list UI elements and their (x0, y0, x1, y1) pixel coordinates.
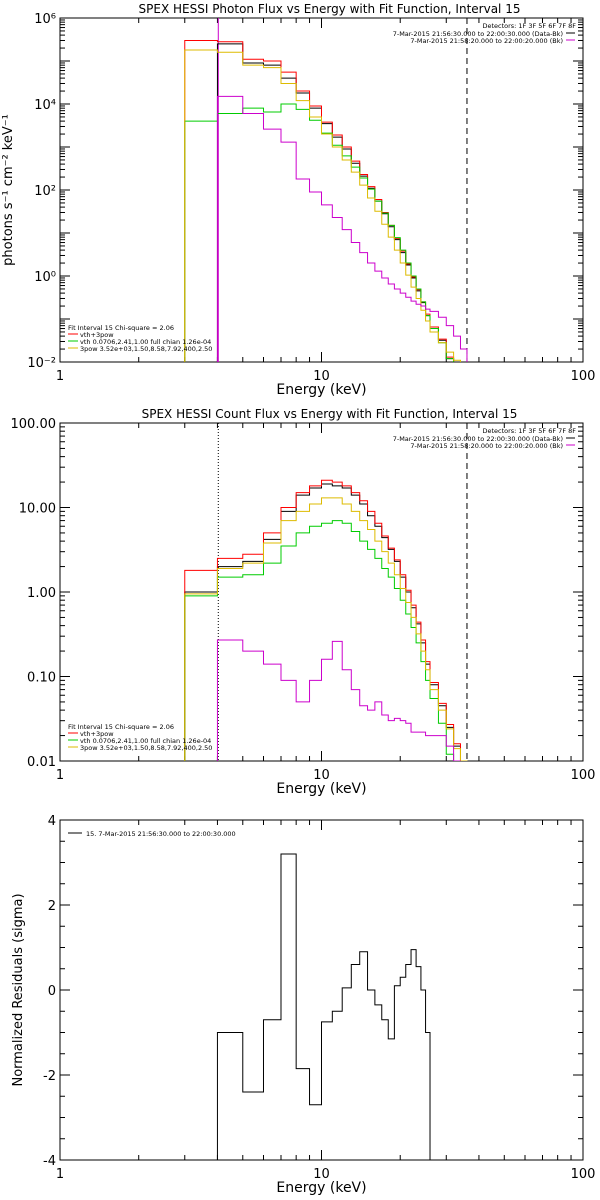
y-tick-label: -4 (43, 1154, 56, 1169)
legend-header: Fit Interval 15 Chi-square = 2.06 (68, 324, 174, 332)
legend-header: Detectors: 1F 3F 5F 6F 7F 8F (482, 427, 576, 435)
chart-panel-2: 1 10 100 0.01 0.10 1.00 10.00 100.00 SPEX HESSI … (11, 407, 596, 797)
series-line-5 (216, 639, 461, 761)
y-tick-label: 10⁶ (34, 12, 56, 27)
legend-entry: vth 0.0706,2.41,1.00 full chian 1.26e-04 (80, 338, 211, 346)
x-tick-label: 100 (571, 768, 596, 783)
y-tick-label: 10.00 (19, 502, 56, 517)
plot-frame (59, 17, 584, 363)
plot-frame (59, 819, 584, 1161)
legend-entry: 3pow 3.52e+03,1.50,8.58,7.92,400,2.50 (80, 744, 212, 752)
x-axis-label: Energy (keV) (276, 382, 366, 398)
legend-entry: vth+3pow (80, 730, 114, 738)
series-line-1 (216, 43, 455, 362)
y-tick-label: 2 (48, 899, 56, 914)
plot-frame (59, 422, 584, 762)
series-line-3 (184, 520, 455, 761)
series-group (184, 479, 468, 761)
x-tick-label: 1 (56, 369, 64, 384)
chart-panel-3: 1 10 100 -4 -2 0 2 4 Energy (keV) Normalized Resi… (11, 814, 595, 1196)
series-line-3 (184, 103, 455, 362)
series-line-2 (184, 39, 455, 362)
y-tick-label: 0 (48, 984, 56, 999)
legend-entry: vth+3pow (80, 331, 114, 339)
x-tick-label: 1 (56, 1167, 64, 1182)
legend-entry: 15. 7-Mar-2015 21:56:30.000 to 22:00:30.… (86, 830, 236, 838)
y-tick-label: -2 (43, 1069, 56, 1084)
legend-entry: 7-Mar-2015 21:56:30.000 to 22:00:30.000 … (393, 435, 563, 443)
series-line-2 (184, 479, 461, 761)
legend-entry: vth 0.0706,2.41,1.00 full chian 1.26e-04 (80, 737, 211, 745)
y-tick-label: 10⁰ (34, 270, 56, 285)
x-tick-label: 10 (313, 369, 330, 384)
legend-entry: 7-Mar-2015 21:58:20.000 to 22:00:20.000 … (410, 442, 563, 450)
y-tick-label: 10² (34, 184, 56, 199)
y-tick-label: 100.00 (11, 417, 57, 432)
y-axis-label: photons s⁻¹ cm⁻² keV⁻¹ (1, 114, 16, 266)
y-tick-label: 10⁴ (34, 98, 56, 113)
series-group (184, 39, 468, 362)
series-line-1 (184, 483, 461, 761)
x-tick-label: 100 (571, 1167, 596, 1182)
chart-title: SPEX HESSI Count Flux vs Energy with Fit… (142, 407, 518, 421)
x-tick-label: 10 (313, 768, 330, 783)
series-line-1 (216, 853, 431, 1160)
y-tick-label: 10⁻² (27, 356, 56, 371)
x-tick-label: 1 (56, 768, 64, 783)
x-axis-label: Energy (keV) (276, 781, 366, 797)
legend-header: Detectors: 1F 3F 5F 6F 7F 8F (482, 22, 576, 30)
legend-entry: 3pow 3.52e+03,1.50,8.58,7.92,400,2.50 (80, 345, 212, 353)
series-line-4 (184, 497, 468, 761)
chart-title: SPEX HESSI Photon Flux vs Energy with Fi… (139, 2, 521, 16)
series-line-5 (216, 95, 468, 362)
y-axis-label: Normalized Residuals (sigma) (11, 893, 26, 1086)
legend-entry: 7-Mar-2015 21:58:20.000 to 22:00:20.000 … (410, 37, 563, 45)
legend-entry: 7-Mar-2015 21:56:30.000 to 22:00:30.000 … (393, 30, 563, 38)
series-group (216, 853, 431, 1160)
x-tick-label: 100 (571, 369, 596, 384)
x-tick-label: 10 (313, 1167, 330, 1182)
legend-header: Fit Interval 15 Chi-square = 2.06 (68, 723, 174, 731)
y-tick-label: 0.10 (27, 671, 56, 686)
y-tick-label: 1.00 (27, 586, 56, 601)
y-tick-label: 0.01 (27, 755, 56, 770)
y-tick-label: 4 (48, 814, 56, 829)
series-line-4 (184, 49, 461, 362)
chart-panel-1: 1 10 100 10⁻² 10⁰ 10² 10⁴ 10⁶ SPEX HESSI Photon … (1, 2, 596, 398)
x-axis-label: Energy (keV) (276, 1180, 366, 1196)
